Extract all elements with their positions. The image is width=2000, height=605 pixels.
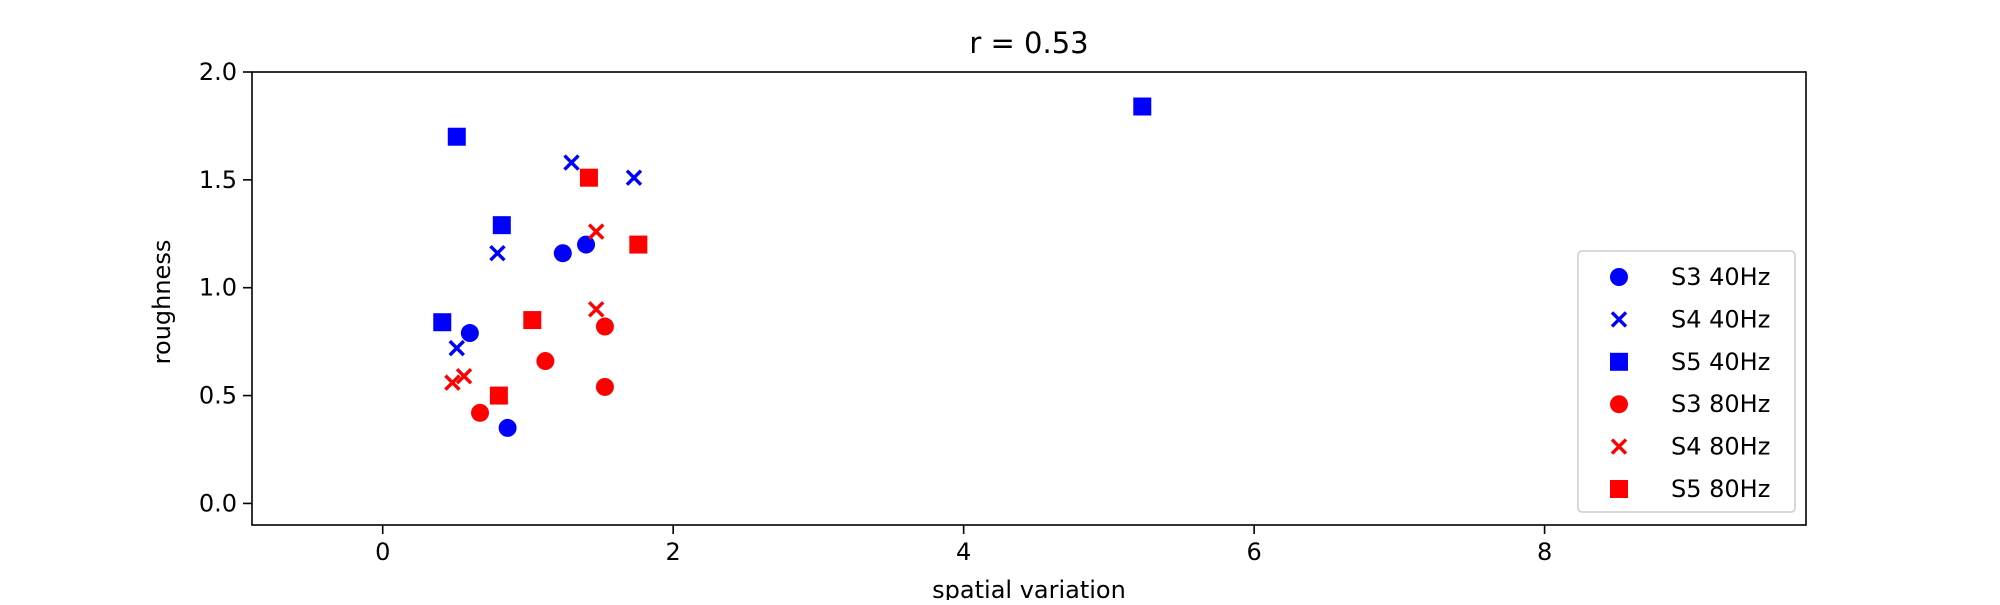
legend-marker: [1610, 438, 1628, 455]
y-tick-label: 0.0: [199, 489, 237, 517]
data-point: [595, 377, 614, 396]
plot-area: 0 2 4 6 8 0.0 0.5 1.0 1.5 2.0: [199, 58, 1807, 566]
legend-label: S5 40Hz: [1671, 348, 1770, 376]
data-point: [588, 301, 605, 318]
legend-box: [1577, 250, 1796, 513]
legend-marker: [1610, 311, 1628, 328]
data-point: [447, 127, 466, 146]
data-point: [433, 313, 452, 332]
legend-label: S3 40Hz: [1671, 263, 1770, 291]
series-s3-40hz: [460, 235, 596, 437]
data-point: [588, 223, 605, 240]
data-point: [448, 339, 465, 357]
y-tick-label: 1.0: [199, 274, 237, 302]
legend-label: S4 80Hz: [1671, 433, 1770, 461]
legend-label: S4 40Hz: [1671, 305, 1770, 333]
data-point: [455, 367, 473, 385]
series-s4-40hz: [448, 154, 643, 357]
data-point: [489, 386, 508, 405]
data-point: [625, 169, 643, 186]
legend-marker: [1610, 480, 1628, 498]
legend-label: S5 80Hz: [1671, 475, 1770, 503]
data-point: [553, 244, 572, 263]
data-point: [498, 418, 517, 437]
data-point: [492, 216, 511, 235]
x-tick-label: 6: [1246, 538, 1261, 566]
x-axis-label: spatial variation: [932, 576, 1126, 600]
data-point: [595, 317, 614, 336]
data-point: [577, 235, 596, 254]
x-tick-label: 8: [1537, 538, 1552, 566]
data-point: [629, 235, 648, 254]
data-point: [523, 311, 542, 330]
x-tick-label: 0: [375, 538, 390, 566]
data-point: [444, 374, 461, 391]
x-tick-label: 2: [666, 538, 681, 566]
series-s3-80hz: [471, 317, 614, 422]
data-point: [471, 403, 490, 422]
data-point: [579, 168, 598, 187]
x-tick-label: 4: [956, 538, 971, 566]
series-s4-80hz: [444, 223, 605, 391]
legend: S3 40Hz S4 40Hz S5 40Hz S3 80Hz S4 80Hz S5 80…: [1577, 250, 1796, 513]
data-point: [460, 324, 479, 343]
legend-marker: [1610, 352, 1628, 371]
legend-label: S3 80Hz: [1671, 390, 1770, 418]
y-axis-label: roughness: [148, 240, 176, 365]
chart-title: r = 0.53: [969, 26, 1088, 60]
legend-marker: [1610, 268, 1628, 286]
legend-marker: [1610, 395, 1628, 414]
y-tick-label: 0.5: [199, 382, 237, 410]
series-s5-40hz: [433, 97, 1152, 332]
y-tick-label: 2.0: [199, 58, 237, 86]
data-point: [489, 244, 506, 262]
data-point: [536, 352, 555, 371]
plot-frame: [251, 71, 1807, 526]
y-tick-label: 1.5: [199, 166, 237, 194]
data-point: [1133, 97, 1152, 116]
data-point: [563, 154, 580, 171]
series-s5-80hz: [489, 168, 648, 405]
